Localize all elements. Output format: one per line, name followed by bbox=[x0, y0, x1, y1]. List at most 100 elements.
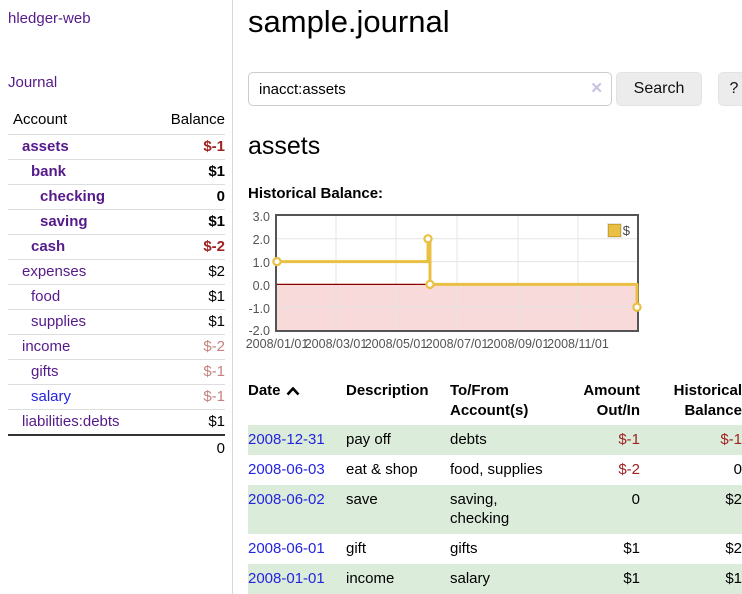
transaction-balance: $2 bbox=[725, 491, 742, 508]
account-balance: $1 bbox=[208, 313, 225, 330]
plot-area: $ bbox=[272, 214, 642, 332]
account-link-saving[interactable]: saving bbox=[40, 213, 88, 230]
account-balance: $1 bbox=[208, 288, 225, 305]
y-tick-label: 3.0 bbox=[252, 210, 270, 224]
transaction-balance: $-1 bbox=[720, 431, 742, 448]
account-row-checking: checking 0 bbox=[8, 184, 225, 209]
y-tick-label: -2.0 bbox=[248, 324, 270, 338]
account-row-gifts: gifts $-1 bbox=[8, 359, 225, 384]
y-tick-label: 1.0 bbox=[252, 256, 270, 270]
account-row-bank: bank $1 bbox=[8, 159, 225, 184]
account-balance: 0 bbox=[216, 188, 225, 205]
account-row-cash: cash $-2 bbox=[8, 234, 225, 259]
chart-legend: $ bbox=[606, 223, 631, 238]
column-header-amount: Amount Out/In bbox=[583, 382, 640, 419]
account-row-income: income $-2 bbox=[8, 334, 225, 359]
transaction-balance: $2 bbox=[725, 540, 742, 557]
transaction-description: income bbox=[346, 570, 395, 587]
legend-swatch-icon bbox=[606, 223, 622, 238]
x-tick-label: 2008/07/01 bbox=[425, 337, 489, 351]
sort-ascending-icon bbox=[286, 386, 299, 396]
date-header-label: Date bbox=[248, 382, 281, 399]
accounts-table: Account Balance assets $-1 bank $1 check… bbox=[8, 106, 225, 461]
account-row-assets: assets $-1 bbox=[8, 134, 225, 159]
y-tick-label: -1.0 bbox=[248, 302, 270, 316]
account-balance: $1 bbox=[208, 413, 225, 430]
column-header-description: Description bbox=[346, 382, 429, 399]
account-link-liabilities-debts[interactable]: liabilities:debts bbox=[22, 413, 120, 430]
search-button[interactable]: Search bbox=[616, 72, 702, 106]
account-link-cash[interactable]: cash bbox=[31, 238, 66, 255]
x-tick-label: 2008/05/01 bbox=[364, 337, 428, 351]
transaction-accounts: saving, checking bbox=[450, 491, 510, 527]
x-tick-label: 2008/11/01 bbox=[547, 337, 609, 351]
account-link-bank[interactable]: bank bbox=[31, 163, 67, 180]
account-balance: $2 bbox=[208, 263, 225, 280]
transaction-accounts: gifts bbox=[450, 540, 478, 557]
legend-label: $ bbox=[622, 223, 630, 238]
account-balance: $-2 bbox=[203, 238, 225, 255]
transaction-date-link[interactable]: 2008-06-03 bbox=[248, 461, 325, 478]
data-point-markers bbox=[272, 234, 642, 312]
transaction-description: eat & shop bbox=[346, 461, 418, 478]
register-row: 2008-01-01 income salary $1 $1 bbox=[248, 564, 742, 594]
account-balance: $-1 bbox=[203, 363, 225, 380]
sidebar: hledger-web Journal Account Balance asse… bbox=[0, 0, 233, 594]
transaction-accounts: food, supplies bbox=[450, 461, 543, 478]
account-row-saving: saving $1 bbox=[8, 209, 225, 234]
account-row-liabilities-debts: liabilities:debts $1 bbox=[8, 409, 225, 434]
plot-canvas bbox=[272, 216, 642, 330]
account-balance: $1 bbox=[208, 163, 225, 180]
transaction-date-link[interactable]: 2008-12-31 bbox=[248, 431, 325, 448]
transaction-balance: 0 bbox=[733, 461, 742, 478]
transaction-date-link[interactable]: 2008-01-01 bbox=[248, 570, 325, 587]
account-link-income[interactable]: income bbox=[22, 338, 71, 355]
transaction-description: pay off bbox=[346, 431, 391, 448]
search-input[interactable] bbox=[248, 72, 612, 106]
account-balance: $-1 bbox=[203, 388, 225, 405]
account-row-salary: salary $-1 bbox=[8, 384, 225, 409]
account-link-gifts[interactable]: gifts bbox=[31, 363, 59, 380]
clear-search-icon[interactable]: ✕ bbox=[590, 80, 603, 97]
register-row: 2008-06-03 eat & shop food, supplies $-2… bbox=[248, 455, 742, 485]
account-row-supplies: supplies $1 bbox=[8, 309, 225, 334]
register-row: 2008-06-01 gift gifts $1 $2 bbox=[248, 534, 742, 564]
transaction-amount: $1 bbox=[623, 540, 640, 557]
column-header-balance: Historical Balance bbox=[673, 382, 742, 419]
y-tick-label: 0.0 bbox=[252, 279, 270, 293]
transaction-date-link[interactable]: 2008-06-02 bbox=[248, 491, 325, 508]
account-link-checking[interactable]: checking bbox=[40, 188, 106, 205]
x-tick-label: 2008/01/01 bbox=[245, 337, 309, 351]
sidebar-item-journal[interactable]: Journal bbox=[8, 74, 58, 91]
account-link-supplies[interactable]: supplies bbox=[31, 313, 87, 330]
register-row: 2008-06-02 save saving, checking 0 $2 bbox=[248, 485, 742, 534]
account-link-salary[interactable]: salary bbox=[31, 388, 72, 405]
search-form: ✕ Search ? bbox=[248, 72, 742, 106]
account-balance: $1 bbox=[208, 213, 225, 230]
x-tick-label: 2008/09/01 bbox=[486, 337, 550, 351]
transaction-date-link[interactable]: 2008-06-01 bbox=[248, 540, 325, 557]
chart-title: Historical Balance: bbox=[248, 185, 384, 202]
transaction-accounts: debts bbox=[450, 431, 487, 448]
page-title: sample.journal bbox=[248, 4, 450, 39]
account-link-assets[interactable]: assets bbox=[22, 138, 69, 155]
transaction-balance: $1 bbox=[725, 570, 742, 587]
column-header-accounts: To/From Account(s) bbox=[450, 382, 529, 419]
column-header-account: Account bbox=[13, 111, 68, 128]
help-button[interactable]: ? bbox=[718, 72, 742, 106]
accounts-total-value: 0 bbox=[216, 440, 225, 457]
column-header-balance: Balance bbox=[170, 111, 225, 128]
register-row: 2008-12-31 pay off debts $-1 $-1 bbox=[248, 425, 742, 455]
account-row-expenses: expenses $2 bbox=[8, 259, 225, 284]
historical-balance-chart: 3.0 2.0 1.0 0.0 -1.0 -2.0 bbox=[245, 210, 742, 356]
transaction-description: save bbox=[346, 491, 378, 508]
column-header-date[interactable]: Date bbox=[248, 378, 346, 425]
account-link-food[interactable]: food bbox=[31, 288, 61, 305]
search-box: ✕ bbox=[248, 72, 612, 106]
account-link-expenses[interactable]: expenses bbox=[22, 263, 87, 280]
transaction-amount: 0 bbox=[631, 491, 640, 508]
account-balance: $-2 bbox=[203, 338, 225, 355]
brand-link[interactable]: hledger-web bbox=[8, 10, 91, 27]
transaction-amount: $1 bbox=[623, 570, 640, 587]
